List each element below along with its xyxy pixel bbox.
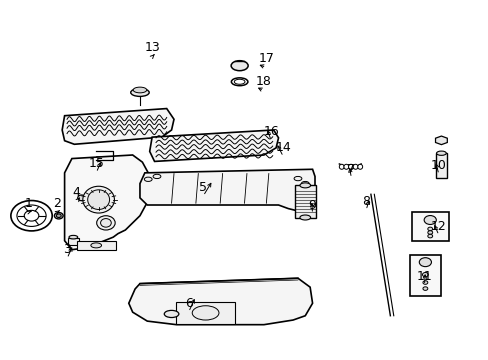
Text: 14: 14	[275, 141, 291, 154]
Ellipse shape	[97, 216, 115, 230]
Ellipse shape	[422, 273, 427, 277]
Ellipse shape	[69, 235, 78, 239]
Polygon shape	[64, 155, 152, 249]
Ellipse shape	[427, 227, 432, 231]
Ellipse shape	[144, 177, 152, 181]
Ellipse shape	[436, 151, 446, 156]
Ellipse shape	[87, 190, 109, 210]
Text: 12: 12	[430, 220, 446, 233]
Text: 5: 5	[199, 181, 207, 194]
Ellipse shape	[231, 78, 247, 86]
Ellipse shape	[339, 164, 344, 169]
Ellipse shape	[427, 231, 432, 234]
Ellipse shape	[54, 212, 63, 219]
Text: 1: 1	[24, 197, 32, 210]
Text: 8: 8	[361, 195, 369, 208]
Text: 15: 15	[88, 157, 104, 170]
Ellipse shape	[56, 214, 61, 217]
Bar	[294, 185, 315, 217]
Text: 17: 17	[258, 52, 274, 65]
Ellipse shape	[422, 281, 427, 284]
Ellipse shape	[352, 164, 357, 169]
Ellipse shape	[231, 61, 247, 71]
Ellipse shape	[17, 205, 46, 226]
Polygon shape	[62, 109, 174, 144]
Ellipse shape	[423, 216, 435, 225]
Ellipse shape	[11, 201, 52, 231]
Text: 11: 11	[416, 270, 431, 283]
Ellipse shape	[130, 89, 149, 96]
Ellipse shape	[24, 210, 39, 221]
Polygon shape	[435, 136, 447, 145]
Text: 9: 9	[308, 198, 316, 212]
Text: 13: 13	[144, 41, 160, 54]
Ellipse shape	[153, 174, 161, 179]
Polygon shape	[128, 278, 312, 325]
Ellipse shape	[343, 164, 348, 169]
Ellipse shape	[234, 79, 244, 84]
Ellipse shape	[427, 234, 432, 238]
Ellipse shape	[357, 164, 362, 169]
Text: 7: 7	[347, 163, 355, 176]
Ellipse shape	[91, 243, 102, 248]
Polygon shape	[149, 130, 278, 161]
Text: 4: 4	[73, 186, 81, 199]
Text: 18: 18	[256, 75, 271, 88]
Ellipse shape	[164, 310, 179, 318]
Text: 3: 3	[63, 243, 71, 256]
Ellipse shape	[418, 258, 430, 267]
Text: 6: 6	[184, 297, 192, 310]
Bar	[77, 241, 116, 249]
Ellipse shape	[82, 186, 114, 213]
Bar	[435, 153, 447, 178]
Ellipse shape	[78, 195, 85, 201]
Ellipse shape	[293, 176, 301, 181]
Bar	[411, 212, 448, 241]
Bar	[67, 238, 79, 245]
Text: 16: 16	[263, 125, 279, 138]
Ellipse shape	[133, 87, 146, 93]
Bar	[409, 255, 441, 296]
Polygon shape	[140, 169, 314, 210]
Text: 10: 10	[430, 159, 446, 172]
Ellipse shape	[422, 287, 427, 291]
Ellipse shape	[299, 183, 310, 188]
Text: 2: 2	[53, 197, 61, 210]
Ellipse shape	[192, 306, 219, 320]
Ellipse shape	[301, 181, 308, 186]
Bar	[176, 302, 234, 324]
Ellipse shape	[299, 215, 310, 220]
Ellipse shape	[101, 219, 111, 227]
Ellipse shape	[348, 164, 353, 169]
